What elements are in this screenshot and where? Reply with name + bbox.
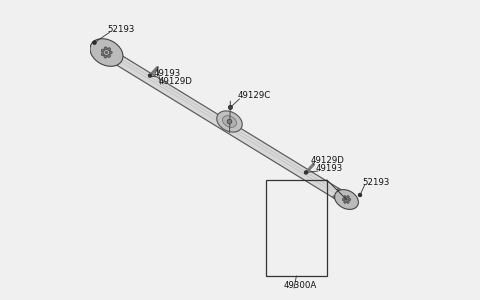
Circle shape [101, 49, 104, 52]
Ellipse shape [217, 111, 242, 132]
Text: 49129D: 49129D [158, 77, 192, 86]
Text: 49129C: 49129C [238, 92, 271, 100]
Circle shape [93, 41, 96, 44]
Circle shape [358, 193, 362, 197]
Circle shape [347, 201, 349, 203]
Text: 49129D: 49129D [311, 156, 344, 165]
Circle shape [348, 198, 351, 201]
Ellipse shape [335, 190, 359, 209]
Bar [265, 180, 327, 276]
Circle shape [104, 55, 107, 58]
Text: 49193: 49193 [154, 69, 181, 78]
Circle shape [101, 53, 104, 56]
Circle shape [346, 199, 348, 200]
Circle shape [108, 48, 111, 51]
Circle shape [304, 171, 308, 174]
Circle shape [347, 196, 349, 198]
Circle shape [227, 119, 232, 124]
Text: 52193: 52193 [362, 178, 390, 188]
Ellipse shape [223, 116, 237, 127]
Circle shape [344, 201, 346, 203]
Circle shape [228, 105, 232, 110]
Circle shape [342, 198, 345, 201]
Polygon shape [104, 48, 349, 204]
Circle shape [104, 47, 107, 50]
Text: 49193: 49193 [316, 164, 343, 173]
Ellipse shape [90, 39, 123, 66]
Circle shape [105, 51, 108, 54]
Circle shape [344, 196, 346, 198]
Text: 52193: 52193 [108, 26, 135, 34]
Circle shape [108, 54, 110, 57]
Text: 49300A: 49300A [284, 281, 317, 290]
Circle shape [109, 51, 112, 54]
Circle shape [148, 74, 152, 77]
